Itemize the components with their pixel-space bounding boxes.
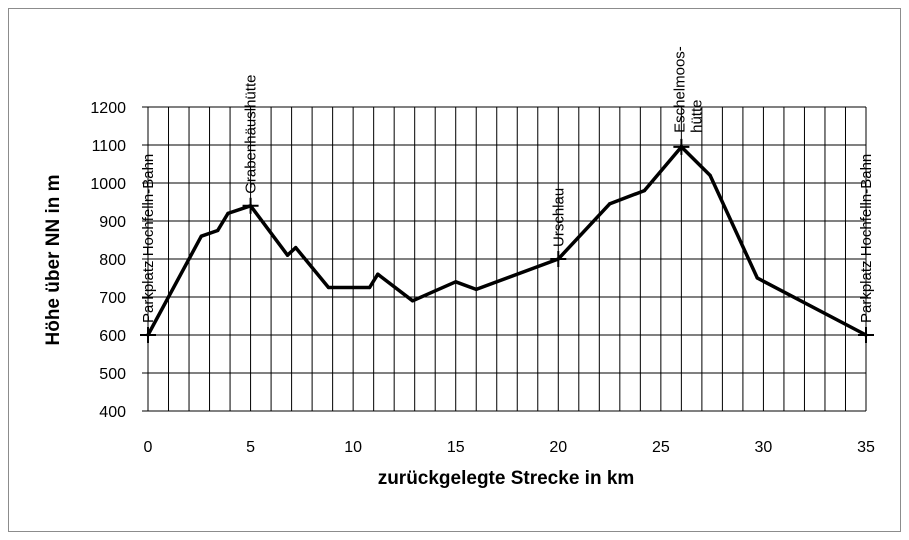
y-tick-label: 600 — [99, 328, 126, 345]
y-axis-title: Höhe über NN in m — [43, 174, 64, 345]
y-tick-label: 1200 — [90, 100, 126, 117]
waypoint-label: Grabenhäuslhütte — [243, 75, 260, 194]
x-axis-title: zurückgelegte Strecke in km — [378, 468, 635, 489]
y-tick-label: 1000 — [90, 176, 126, 193]
y-tick-label: 1100 — [92, 138, 127, 155]
marker-group: Parkplatz Hochfelln-Bahn Grabenhäuslhütte… — [140, 46, 875, 343]
waypoint-label: Urschlau — [550, 188, 567, 247]
grid-lines — [147, 106, 867, 412]
x-tick-label: 0 — [144, 439, 153, 456]
y-axis-ticks: 400 500 600 700 800 900 1000 1100 1200 — [90, 100, 148, 421]
data-point — [326, 285, 331, 290]
x-tick-label: 20 — [549, 439, 567, 456]
y-tick-label: 900 — [99, 214, 126, 231]
data-point — [411, 299, 415, 303]
waypoint-label: hütte — [688, 100, 705, 133]
x-tick-label: 35 — [857, 439, 875, 456]
elevation-profile-line — [146, 145, 867, 337]
data-point — [607, 202, 612, 206]
data-point — [454, 280, 458, 284]
data-point — [199, 234, 203, 238]
waypoint-label: Parkplatz Hochfelln-Bahn — [858, 154, 875, 323]
data-point — [216, 228, 220, 233]
y-tick-label: 400 — [99, 404, 126, 421]
y-tick-label: 700 — [99, 290, 126, 307]
waypoint-label: Parkplatz Hochfelln-Bahn — [140, 154, 157, 323]
x-axis-ticks: 0 5 10 15 20 25 30 35 — [144, 439, 875, 456]
waypoint-label: Eschelmoos- — [671, 46, 688, 133]
data-point — [226, 211, 230, 215]
x-tick-label: 5 — [246, 439, 255, 456]
data-point — [708, 173, 712, 177]
y-tick-label: 500 — [99, 366, 126, 383]
x-tick-label: 30 — [755, 439, 773, 456]
data-point — [474, 287, 478, 291]
data-point — [367, 285, 372, 290]
data-point — [755, 276, 759, 280]
x-tick-label: 10 — [344, 439, 362, 456]
data-point — [376, 272, 380, 276]
y-tick-label: 800 — [99, 252, 126, 269]
x-tick-label: 25 — [652, 439, 670, 456]
data-point — [642, 189, 647, 193]
data-point — [285, 253, 290, 257]
data-point — [294, 246, 298, 250]
x-tick-label: 15 — [447, 439, 465, 456]
